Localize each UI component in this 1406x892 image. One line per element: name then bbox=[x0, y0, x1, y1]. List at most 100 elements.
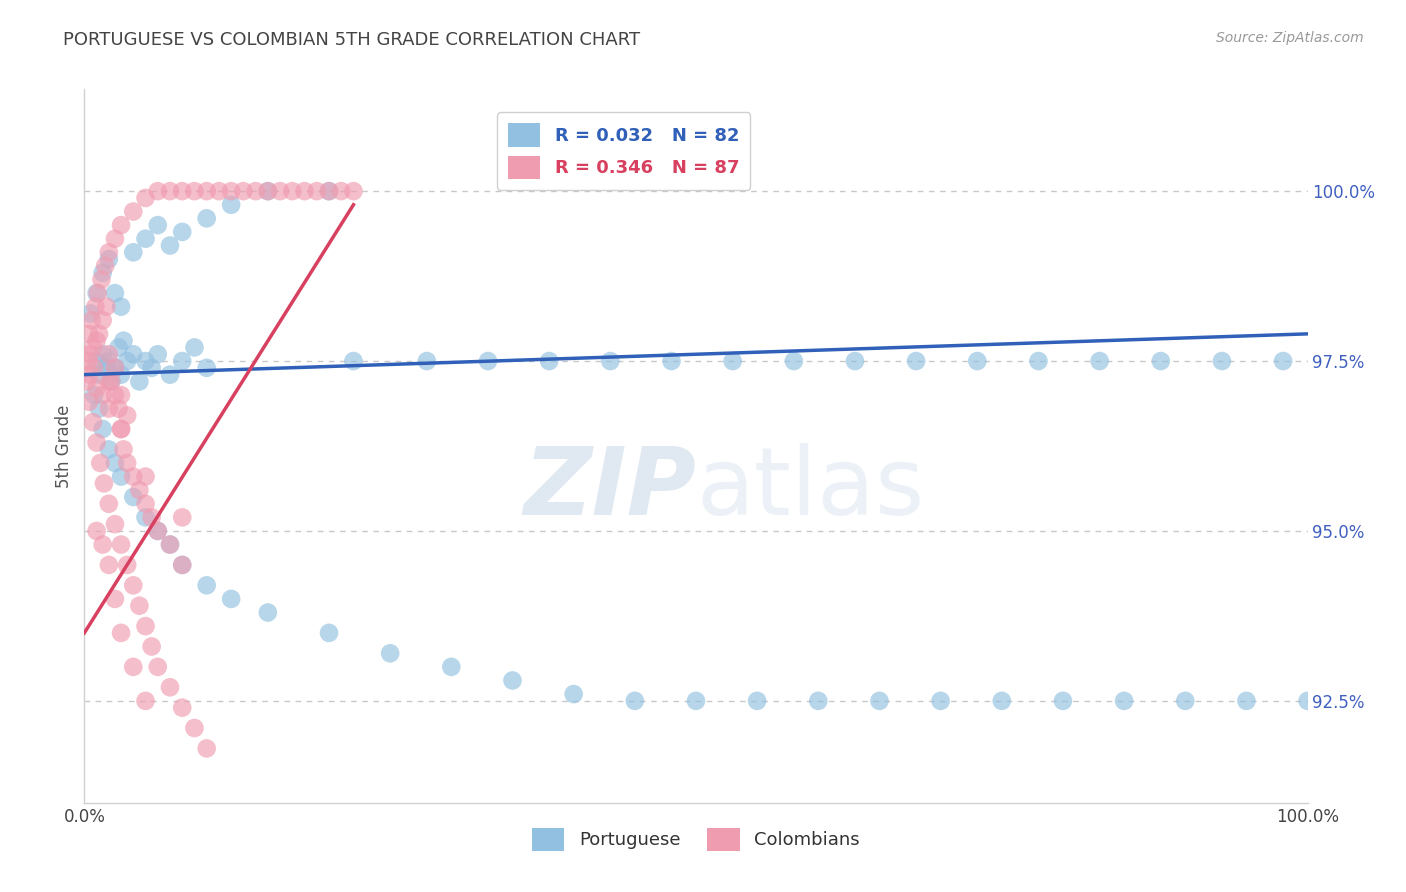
Point bbox=[97, 497, 120, 511]
Point bbox=[135, 232, 157, 246]
Point bbox=[141, 510, 163, 524]
Point bbox=[86, 334, 108, 348]
Point bbox=[100, 375, 122, 389]
Point bbox=[104, 388, 127, 402]
Point bbox=[104, 517, 127, 532]
Point bbox=[146, 660, 169, 674]
Point bbox=[380, 646, 402, 660]
Point bbox=[172, 558, 194, 572]
Point bbox=[1296, 694, 1319, 708]
Point bbox=[146, 218, 169, 232]
Point bbox=[97, 252, 120, 266]
Point bbox=[747, 694, 769, 708]
Point bbox=[844, 354, 866, 368]
Point bbox=[342, 354, 364, 368]
Point bbox=[1114, 694, 1136, 708]
Point bbox=[661, 354, 683, 368]
Point bbox=[91, 537, 114, 551]
Point bbox=[195, 211, 218, 226]
Point bbox=[110, 626, 132, 640]
Point bbox=[128, 483, 150, 498]
Point bbox=[107, 341, 129, 355]
Point bbox=[110, 422, 132, 436]
Point bbox=[135, 497, 157, 511]
Point bbox=[97, 401, 120, 416]
Point bbox=[905, 354, 928, 368]
Point bbox=[94, 259, 117, 273]
Point bbox=[172, 184, 194, 198]
Point bbox=[172, 354, 194, 368]
Point bbox=[685, 694, 707, 708]
Point bbox=[318, 184, 340, 198]
Point bbox=[159, 238, 181, 252]
Point bbox=[146, 347, 169, 361]
Point bbox=[83, 360, 105, 375]
Point bbox=[82, 341, 104, 355]
Point bbox=[89, 456, 111, 470]
Point bbox=[100, 375, 122, 389]
Point bbox=[477, 354, 499, 368]
Point bbox=[83, 388, 105, 402]
Point bbox=[87, 326, 110, 341]
Point bbox=[122, 660, 145, 674]
Point bbox=[172, 225, 194, 239]
Y-axis label: 5th Grade: 5th Grade bbox=[55, 404, 73, 488]
Point bbox=[104, 232, 127, 246]
Point bbox=[245, 184, 267, 198]
Point bbox=[183, 341, 205, 355]
Point bbox=[128, 375, 150, 389]
Point bbox=[135, 354, 157, 368]
Point bbox=[122, 204, 145, 219]
Text: PORTUGUESE VS COLOMBIAN 5TH GRADE CORRELATION CHART: PORTUGUESE VS COLOMBIAN 5TH GRADE CORREL… bbox=[63, 31, 640, 49]
Point bbox=[110, 218, 132, 232]
Point bbox=[294, 184, 316, 198]
Point bbox=[1174, 694, 1197, 708]
Point bbox=[79, 368, 101, 382]
Point bbox=[219, 198, 242, 212]
Point bbox=[135, 191, 157, 205]
Point bbox=[1150, 354, 1173, 368]
Point bbox=[966, 354, 988, 368]
Point bbox=[1272, 354, 1295, 368]
Point bbox=[195, 578, 218, 592]
Point bbox=[269, 184, 291, 198]
Point bbox=[208, 184, 231, 198]
Point bbox=[97, 558, 120, 572]
Point bbox=[599, 354, 621, 368]
Point bbox=[342, 184, 364, 198]
Text: ZIP: ZIP bbox=[523, 442, 696, 535]
Point bbox=[91, 422, 114, 436]
Point bbox=[1088, 354, 1111, 368]
Point bbox=[330, 184, 353, 198]
Point bbox=[135, 469, 157, 483]
Point bbox=[104, 286, 127, 301]
Point bbox=[159, 537, 181, 551]
Point bbox=[183, 184, 205, 198]
Point bbox=[195, 360, 218, 375]
Point bbox=[869, 694, 891, 708]
Point bbox=[110, 422, 132, 436]
Point bbox=[79, 347, 101, 361]
Point bbox=[159, 184, 181, 198]
Point bbox=[96, 360, 118, 375]
Point bbox=[112, 334, 135, 348]
Point bbox=[135, 510, 157, 524]
Point bbox=[783, 354, 806, 368]
Point bbox=[991, 694, 1014, 708]
Point bbox=[87, 401, 110, 416]
Point bbox=[146, 524, 169, 538]
Text: atlas: atlas bbox=[696, 442, 924, 535]
Point bbox=[97, 354, 120, 368]
Point bbox=[135, 619, 157, 633]
Point bbox=[318, 184, 340, 198]
Point bbox=[104, 456, 127, 470]
Point bbox=[440, 660, 463, 674]
Point bbox=[104, 360, 127, 375]
Point bbox=[257, 184, 280, 198]
Point bbox=[195, 741, 218, 756]
Point bbox=[110, 537, 132, 551]
Point bbox=[91, 266, 114, 280]
Point bbox=[87, 286, 110, 301]
Point bbox=[929, 694, 952, 708]
Point bbox=[107, 401, 129, 416]
